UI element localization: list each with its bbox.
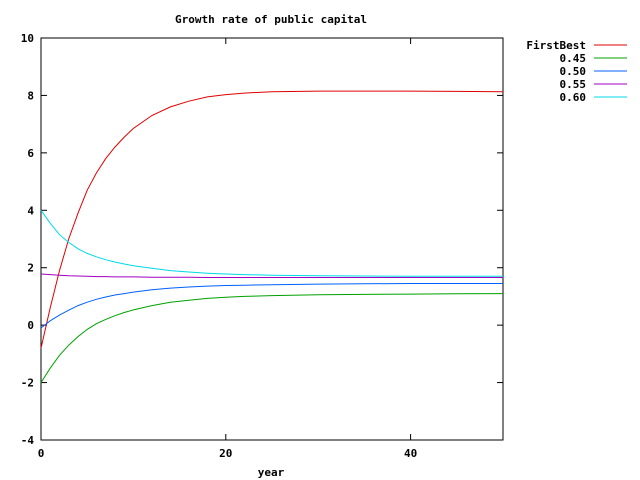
series-line-0.50 (40, 283, 503, 329)
y-tick-label: 10 (21, 32, 34, 45)
x-tick-label: 0 (38, 447, 45, 460)
y-tick-label: 6 (27, 147, 34, 160)
x-tick-label: 20 (219, 447, 232, 460)
series-line-0.60 (40, 210, 503, 277)
y-tick-label: -2 (21, 377, 34, 390)
chart-title: Growth rate of public capital (175, 13, 367, 26)
legend-label: FirstBest (526, 39, 586, 52)
y-tick-label: 2 (27, 262, 34, 275)
y-tick-label: 8 (27, 89, 34, 102)
series-line-0.55 (40, 273, 503, 278)
axis-ticks: -4 -2 0 2 4 6 8 10 0 20 40 (21, 32, 503, 460)
legend-label: 0.45 (560, 52, 587, 65)
series-lines (40, 90, 504, 383)
legend-label: 0.55 (560, 78, 587, 91)
legend-label: 0.50 (560, 65, 587, 78)
plot-frame (40, 37, 504, 441)
legend-label: 0.60 (560, 91, 587, 104)
x-tick-label: 40 (404, 447, 417, 460)
y-tick-label: 4 (27, 204, 34, 217)
series-line-0.45 (40, 293, 504, 383)
series-line-FirstBest (40, 90, 504, 349)
x-axis-label: year (258, 466, 285, 479)
y-tick-label: 0 (27, 319, 34, 332)
y-tick-label: -4 (21, 434, 35, 447)
